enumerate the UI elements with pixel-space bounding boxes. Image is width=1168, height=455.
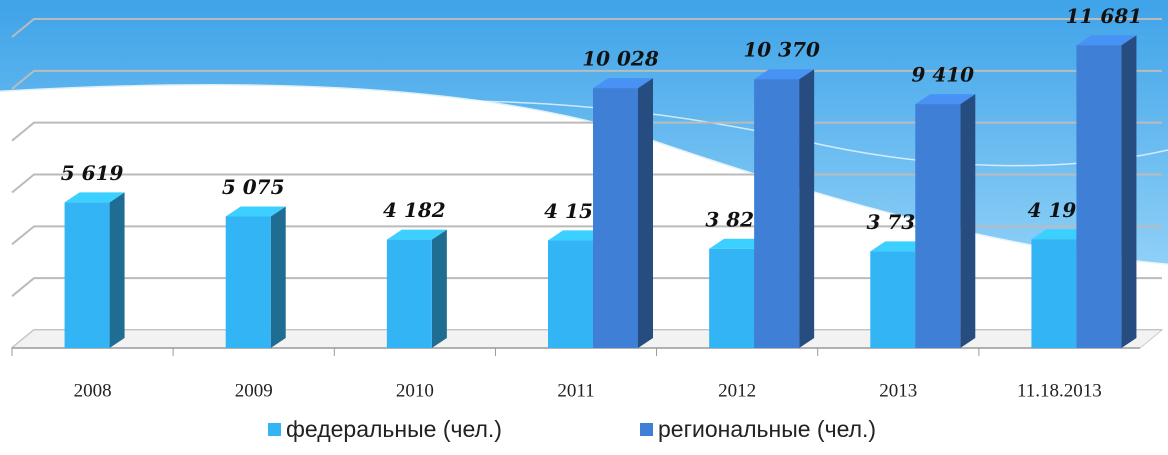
x-tick-label: 2010 [396,380,434,401]
bar-side [1121,35,1137,348]
bar-top [593,78,653,89]
grid-line [11,18,1162,38]
legend-swatch [268,423,281,436]
plot-area: 2008 2009 2010 2011 2012 2013 11.18.2013 5 619 5… [10,4,1164,401]
x-tick-label: 2009 [235,380,273,401]
value-label: 11 681 [1066,4,1143,28]
value-label: 4 182 [383,198,446,222]
bar [386,239,432,348]
bar-top [225,206,286,217]
value-label: 9 410 [911,63,974,87]
bar [225,216,271,348]
bar [1076,45,1122,348]
bar-top [1076,35,1137,46]
bar [870,251,916,348]
bar-top [64,192,125,203]
value-label: 10 370 [743,38,820,62]
bar-top [915,94,976,105]
bar-top [754,69,815,80]
bar [754,79,800,348]
x-tick-label: 2008 [74,380,112,401]
bar [548,240,593,348]
bar [64,202,110,348]
value-label: 5 619 [61,161,124,185]
bar-side [638,78,653,348]
value-label: 5 075 [222,175,285,199]
bar-side [431,229,447,348]
x-tick-label: 11.18.2013 [1017,380,1102,401]
background [0,0,1168,267]
bar [915,104,961,348]
x-tick-label: 2012 [718,380,756,401]
legend: федеральные (чел.) региональные (чел.) [268,416,876,442]
x-tick-label: 2011 [557,380,594,401]
bar [1031,239,1077,348]
bar-side [960,94,976,348]
bar-top [386,229,447,240]
value-label: 10 028 [582,47,659,71]
bar [593,88,638,348]
bar-side [109,192,125,348]
bar-side [799,69,815,348]
legend-swatch [640,423,653,436]
bar [709,248,755,348]
bar-side [270,206,286,348]
legend-label: федеральные (чел.) [286,416,502,442]
x-tick-label: 2013 [879,380,917,401]
legend-label: региональные (чел.) [658,416,876,442]
